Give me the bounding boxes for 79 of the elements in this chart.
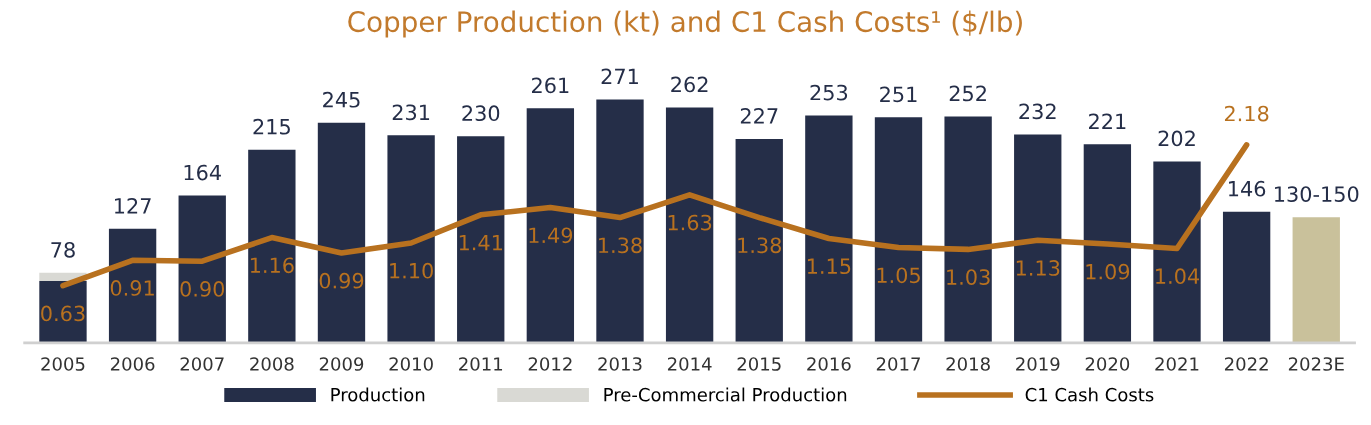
bar: [1222, 211, 1271, 343]
data-label: 1.05: [877, 267, 920, 284]
x-tick-label: 2010: [389, 357, 433, 371]
x-tick-label: 2011: [459, 357, 503, 371]
data-label: 1.09: [1086, 263, 1130, 280]
bar: [1292, 217, 1340, 343]
legend-label: Production: [331, 387, 425, 402]
data-label: 1.38: [738, 237, 782, 254]
x-tick-label: 2009: [319, 357, 364, 371]
data-label: 1.41: [459, 234, 502, 251]
bar: [457, 136, 505, 343]
x-tick-label: 2022: [1224, 357, 1268, 371]
data-label: 271: [601, 68, 638, 84]
bar: [1083, 144, 1132, 343]
data-label: 1.49: [529, 227, 573, 244]
data-label: 251: [880, 86, 917, 103]
x-tick-label: 2017: [876, 357, 920, 371]
x-tick-label: 2006: [110, 357, 155, 371]
data-label: 262: [671, 76, 708, 93]
bar: [596, 99, 644, 343]
data-label: 215: [253, 118, 290, 135]
bar: [526, 108, 575, 343]
bar: [387, 135, 435, 343]
data-label: 1.13: [1016, 260, 1060, 276]
x-tick-label: 2007: [180, 357, 224, 371]
x-tick-label: 2019: [1016, 357, 1060, 371]
data-label: 253: [810, 84, 848, 101]
bar: [39, 280, 87, 343]
data-label: 245: [323, 91, 360, 108]
x-tick-label: 2005: [41, 357, 85, 371]
data-label: 221: [1089, 113, 1126, 129]
bar: [665, 107, 714, 343]
x-tick-label: 2023E: [1288, 357, 1344, 371]
bar: [108, 228, 157, 343]
x-tick-label: 2008: [250, 357, 294, 371]
x-tick-label: 2014: [667, 357, 712, 371]
x-tick-label: 2016: [807, 357, 851, 371]
legend-label: C1 Cash Costs: [1025, 387, 1154, 402]
data-label: 146: [1229, 180, 1266, 197]
bar: [874, 117, 923, 343]
data-label: 1.63: [668, 214, 712, 231]
data-label: 2.18: [1224, 105, 1269, 122]
bar: [317, 122, 366, 343]
data-label: 232: [1019, 103, 1056, 120]
x-tick-label: 2015: [737, 357, 781, 371]
bar: [178, 195, 226, 343]
x-tick-label: 2018: [946, 357, 990, 371]
data-label: 1.03: [947, 269, 990, 285]
x-tick-label: 2020: [1085, 357, 1130, 371]
total-label: 78: [51, 241, 75, 258]
data-label: 164: [184, 164, 221, 181]
data-label: 227: [740, 108, 778, 124]
bar: [1153, 161, 1201, 343]
data-label: 1.16: [250, 257, 294, 274]
data-label: 1.38: [599, 237, 642, 254]
x-tick-label: 2012: [528, 357, 572, 371]
data-label: 252: [949, 85, 986, 102]
bar: [944, 116, 992, 343]
data-label: 0.90: [180, 281, 225, 297]
data-label: 1.04: [1156, 268, 1200, 285]
data-label: 127: [115, 197, 151, 214]
data-label: 130-150: [1275, 186, 1359, 202]
bar: [805, 115, 853, 343]
bar: [1014, 134, 1062, 343]
data-label: 0.99: [319, 272, 364, 289]
data-label: 230: [462, 105, 500, 122]
data-label: 1.10: [390, 262, 433, 279]
data-label: 231: [392, 104, 430, 121]
x-tick-label: 2021: [1155, 357, 1199, 371]
data-label: 0.63: [41, 305, 85, 322]
data-label: 202: [1158, 130, 1195, 147]
data-label: 261: [532, 77, 569, 94]
bar: [248, 149, 296, 343]
bar: [735, 138, 783, 343]
data-label: 1.15: [807, 258, 851, 275]
data-label: 0.91: [110, 280, 154, 296]
chart-title: Copper Production (kt) and C1 Cash Costs¹ ($/lb): [348, 10, 1022, 38]
x-tick-label: 2013: [598, 357, 642, 371]
legend-label: Pre-Commercial Production: [604, 387, 847, 402]
